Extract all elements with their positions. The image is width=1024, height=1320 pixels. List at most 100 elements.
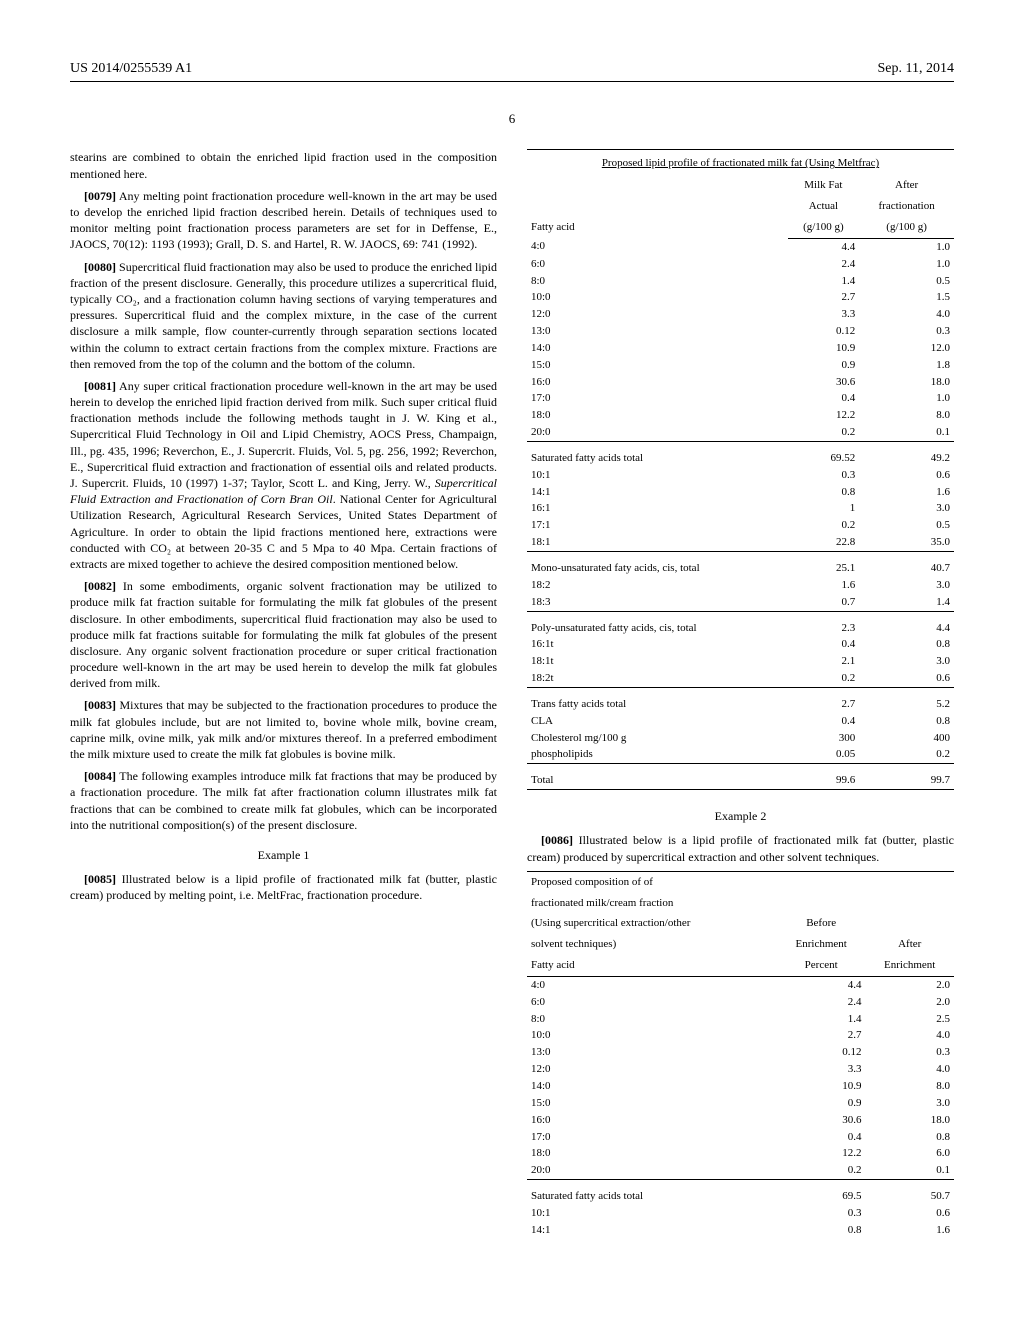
- row-label: 10:1: [527, 467, 788, 484]
- row-val: 35.0: [859, 534, 954, 551]
- row-label: 12:0: [527, 1061, 777, 1078]
- row-val: 0.8: [859, 636, 954, 653]
- row-val: 0.9: [777, 1095, 866, 1112]
- row-val: 4.0: [865, 1061, 954, 1078]
- left-column: stearins are combined to obtain the enri…: [70, 149, 497, 1264]
- row-val: 40.7: [859, 560, 954, 577]
- row-label: 15:0: [527, 1095, 777, 1112]
- row-val: 0.2: [777, 1162, 866, 1179]
- row-val: 0.4: [788, 390, 860, 407]
- row-label: 10:1: [527, 1205, 777, 1222]
- para-num: [0084]: [84, 769, 116, 783]
- row-label: Trans fatty acids total: [527, 696, 788, 713]
- row-val: 2.0: [865, 994, 954, 1011]
- right-column: Proposed lipid profile of fractionated m…: [527, 149, 954, 1264]
- row-val: 12.2: [777, 1145, 866, 1162]
- row-val: 1.5: [859, 289, 954, 306]
- row-label: phospholipids: [527, 746, 788, 763]
- para-num: [0086]: [541, 833, 573, 847]
- row-val: 0.2: [788, 424, 860, 441]
- row-val: 0.6: [859, 467, 954, 484]
- t2-h3: Enrichment: [865, 955, 954, 976]
- row-val: 0.8: [788, 484, 860, 501]
- row-val: 22.8: [788, 534, 860, 551]
- t2-h1: Fatty acid: [527, 955, 777, 976]
- para-0082: [0082] In some embodiments, organic solv…: [70, 578, 497, 691]
- row-val: 12.0: [859, 340, 954, 357]
- row-val: 2.3: [788, 620, 860, 637]
- row-label: 20:0: [527, 1162, 777, 1179]
- row-label: Poly-unsaturated fatty acids, cis, total: [527, 620, 788, 637]
- row-val: 1.0: [859, 256, 954, 273]
- t2-h1: Proposed composition of of: [527, 871, 777, 892]
- row-val: 0.8: [859, 713, 954, 730]
- row-val: 0.7: [788, 594, 860, 611]
- example-2-heading: Example 2: [527, 808, 954, 824]
- row-val: 4.4: [777, 976, 866, 993]
- para-num: [0081]: [84, 379, 116, 393]
- row-label: 8:0: [527, 1011, 777, 1028]
- row-label: 17:0: [527, 1129, 777, 1146]
- row-label: 10:0: [527, 1027, 777, 1044]
- row-val: 0.4: [788, 636, 860, 653]
- row-label: 17:0: [527, 390, 788, 407]
- row-val: 0.3: [865, 1044, 954, 1061]
- row-label: 4:0: [527, 238, 788, 255]
- row-label: 14:0: [527, 1078, 777, 1095]
- t2-h2: Percent: [777, 955, 866, 976]
- row-val: 1.6: [865, 1222, 954, 1239]
- para-0081: [0081] Any super critical fractionation …: [70, 378, 497, 572]
- page-header: US 2014/0255539 A1 Sep. 11, 2014: [70, 60, 954, 82]
- row-label: 15:0: [527, 357, 788, 374]
- para-0084: [0084] The following examples introduce …: [70, 768, 497, 833]
- para-text: Supercritical fluid fractionation may al…: [70, 260, 497, 371]
- row-val: 49.2: [859, 450, 954, 467]
- para-text: Illustrated below is a lipid profile of …: [527, 833, 954, 863]
- para-text: Illustrated below is a lipid profile of …: [70, 872, 497, 902]
- row-val: 0.2: [859, 746, 954, 763]
- row-val: 2.7: [788, 289, 860, 306]
- row-val: 99.6: [788, 772, 860, 789]
- row-label: 16:1t: [527, 636, 788, 653]
- row-val: 8.0: [865, 1078, 954, 1095]
- col-h-after: After: [859, 175, 954, 196]
- para-0085: [0085] Illustrated below is a lipid prof…: [70, 871, 497, 903]
- row-val: 0.6: [859, 670, 954, 687]
- row-val: 1.8: [859, 357, 954, 374]
- para-text: Any melting point fractionation procedur…: [70, 189, 497, 252]
- row-val: 69.52: [788, 450, 860, 467]
- row-label: Total: [527, 772, 788, 789]
- row-val: 2.7: [777, 1027, 866, 1044]
- row-val: 3.3: [777, 1061, 866, 1078]
- para-text: Mixtures that may be subjected to the fr…: [70, 698, 497, 761]
- col-h-after: fractionation: [859, 196, 954, 217]
- row-val: 3.0: [859, 500, 954, 517]
- row-label: 16:0: [527, 374, 788, 391]
- row-val: 0.8: [865, 1129, 954, 1146]
- row-label: 18:0: [527, 1145, 777, 1162]
- patent-page: US 2014/0255539 A1 Sep. 11, 2014 6 stear…: [0, 0, 1024, 1320]
- row-val: 10.9: [788, 340, 860, 357]
- row-val: 0.05: [788, 746, 860, 763]
- table-supercritical: Proposed composition of of fractionated …: [527, 871, 954, 1247]
- row-val: 1: [788, 500, 860, 517]
- row-val: 25.1: [788, 560, 860, 577]
- row-val: 4.0: [865, 1027, 954, 1044]
- row-val: 2.7: [788, 696, 860, 713]
- row-val: 1.0: [859, 390, 954, 407]
- row-val: 18.0: [859, 374, 954, 391]
- row-label: 16:1: [527, 500, 788, 517]
- row-val: 0.8: [777, 1222, 866, 1239]
- t2-h1: fractionated milk/cream fraction: [527, 893, 777, 914]
- t2-h2: Enrichment: [777, 934, 866, 955]
- row-label: 12:0: [527, 306, 788, 323]
- content-columns: stearins are combined to obtain the enri…: [70, 149, 954, 1264]
- row-val: 0.3: [859, 323, 954, 340]
- page-number: 6: [70, 110, 954, 128]
- row-val: 2.4: [777, 994, 866, 1011]
- row-val: 0.5: [859, 273, 954, 290]
- row-label: 8:0: [527, 273, 788, 290]
- row-val: 0.9: [788, 357, 860, 374]
- row-val: 0.2: [788, 517, 860, 534]
- t2-h3: After: [865, 934, 954, 955]
